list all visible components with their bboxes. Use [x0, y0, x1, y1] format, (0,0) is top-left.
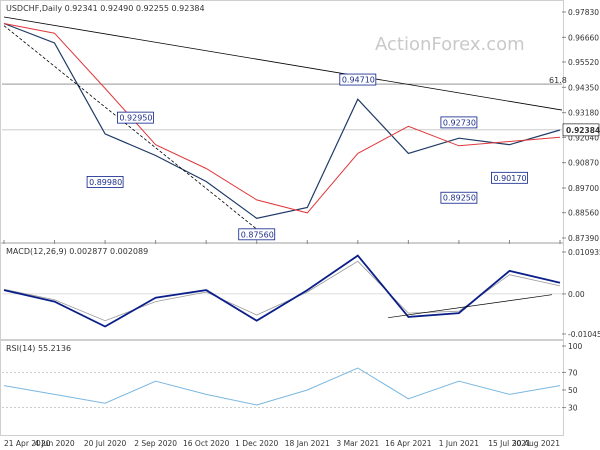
x-tick-label: 1 Dec 2020 — [235, 439, 278, 448]
annotation-box — [238, 228, 276, 241]
x-tick-label: 2 Sep 2020 — [134, 439, 177, 448]
annotation-label: 0.90170 — [493, 174, 526, 183]
rsi-layer — [2, 367, 562, 408]
x-tick-label: 30 Aug 2021 — [512, 439, 560, 448]
descending-trendline — [3, 16, 563, 111]
macd-ytick-label: 0.010935 — [568, 248, 600, 257]
annotation-label: 0.92730 — [443, 118, 476, 127]
x-tick-label: 3 Mar 2021 — [336, 439, 379, 448]
price-ytick-label: 0.96660 — [568, 33, 599, 42]
macd-signal-line — [3, 260, 561, 322]
annotation-box — [440, 191, 478, 204]
annotation-label: 0.89980 — [89, 178, 122, 187]
price-layer — [3, 16, 563, 230]
x-tick-label: 16 Oct 2020 — [183, 439, 230, 448]
annotation-label: 0.94710 — [342, 76, 375, 85]
x-tick-label: 20 Jul 2020 — [84, 439, 127, 448]
macd-header: MACD(12,26,9) 0.002877 0.002089 — [6, 247, 148, 256]
price-ytick-label: 0.95520 — [568, 58, 599, 67]
watermark: ActionForex.com — [375, 34, 525, 55]
price-ytick-label: 0.92040 — [568, 133, 599, 142]
price-ytick-label: 0.93180 — [568, 109, 599, 118]
price-series-line — [3, 22, 561, 219]
channel-trendline — [3, 25, 257, 230]
macd-layer — [2, 254, 562, 328]
annotation-box — [86, 176, 124, 188]
annotation-box — [440, 116, 478, 129]
x-tick-label: 16 Apr 2021 — [385, 439, 432, 448]
y-axis-layer: 0.97830 0.96660 0.95520 0.94350 0.93180 0.920… — [562, 8, 600, 413]
macd-ytick-label: -0.010459 — [568, 330, 600, 339]
price-ytick-label: 0.89700 — [568, 184, 599, 193]
price-ytick-label: 0.90870 — [568, 159, 599, 168]
price-ytick-label: 0.87390 — [568, 234, 599, 243]
x-tick-label: 18 Jan 2021 — [285, 439, 330, 448]
rsi-ytick-label: 50 — [568, 386, 578, 395]
x-tick-label: 21 Apr 2020 — [4, 439, 51, 448]
annotation-box — [117, 111, 154, 124]
rsi-ytick-label: 100 — [568, 342, 583, 351]
annotation-label: 0.92950 — [119, 114, 152, 123]
x-tick-label: 15 Jul 2021 — [488, 439, 531, 448]
macd-panel-frame — [0, 243, 564, 340]
price-ytick-label: 0.97830 — [568, 8, 599, 17]
x-tick-label: 4 Jun 2020 — [34, 439, 75, 448]
macd-trendline — [388, 294, 553, 319]
price-ytick-label: 0.88560 — [568, 209, 599, 218]
macd-ytick-label: 0.00 — [568, 290, 585, 299]
rsi-header: RSI(14) 55.2136 — [6, 344, 71, 353]
moving-average-line — [3, 23, 561, 214]
rsi-panel-frame — [0, 340, 564, 436]
rsi-ytick-label: 70 — [568, 368, 578, 377]
annotations-layer: 0.92950 0.89980 0.87560 0.94710 0.92730 0.901… — [86, 73, 528, 241]
grid-layer — [2, 83, 562, 131]
rsi-line — [3, 367, 561, 406]
price-panel-frame — [0, 0, 564, 243]
macd-line — [3, 254, 561, 328]
current-price-box — [562, 123, 600, 137]
price-ytick-label: 0.94350 — [568, 83, 599, 92]
rsi-ytick-label: 30 — [568, 404, 578, 413]
annotation-box — [339, 73, 377, 86]
fib-label: 61.8 — [549, 76, 567, 85]
price-header: USDCHF,Daily 0.92341 0.92490 0.92255 0.9… — [6, 4, 205, 13]
annotation-label: 0.89250 — [443, 194, 476, 203]
current-price-label: 0.92384 — [566, 126, 600, 135]
annotation-label: 0.87560 — [241, 230, 274, 239]
annotation-box — [491, 171, 528, 184]
x-tick-label: 1 Jun 2021 — [439, 439, 480, 448]
